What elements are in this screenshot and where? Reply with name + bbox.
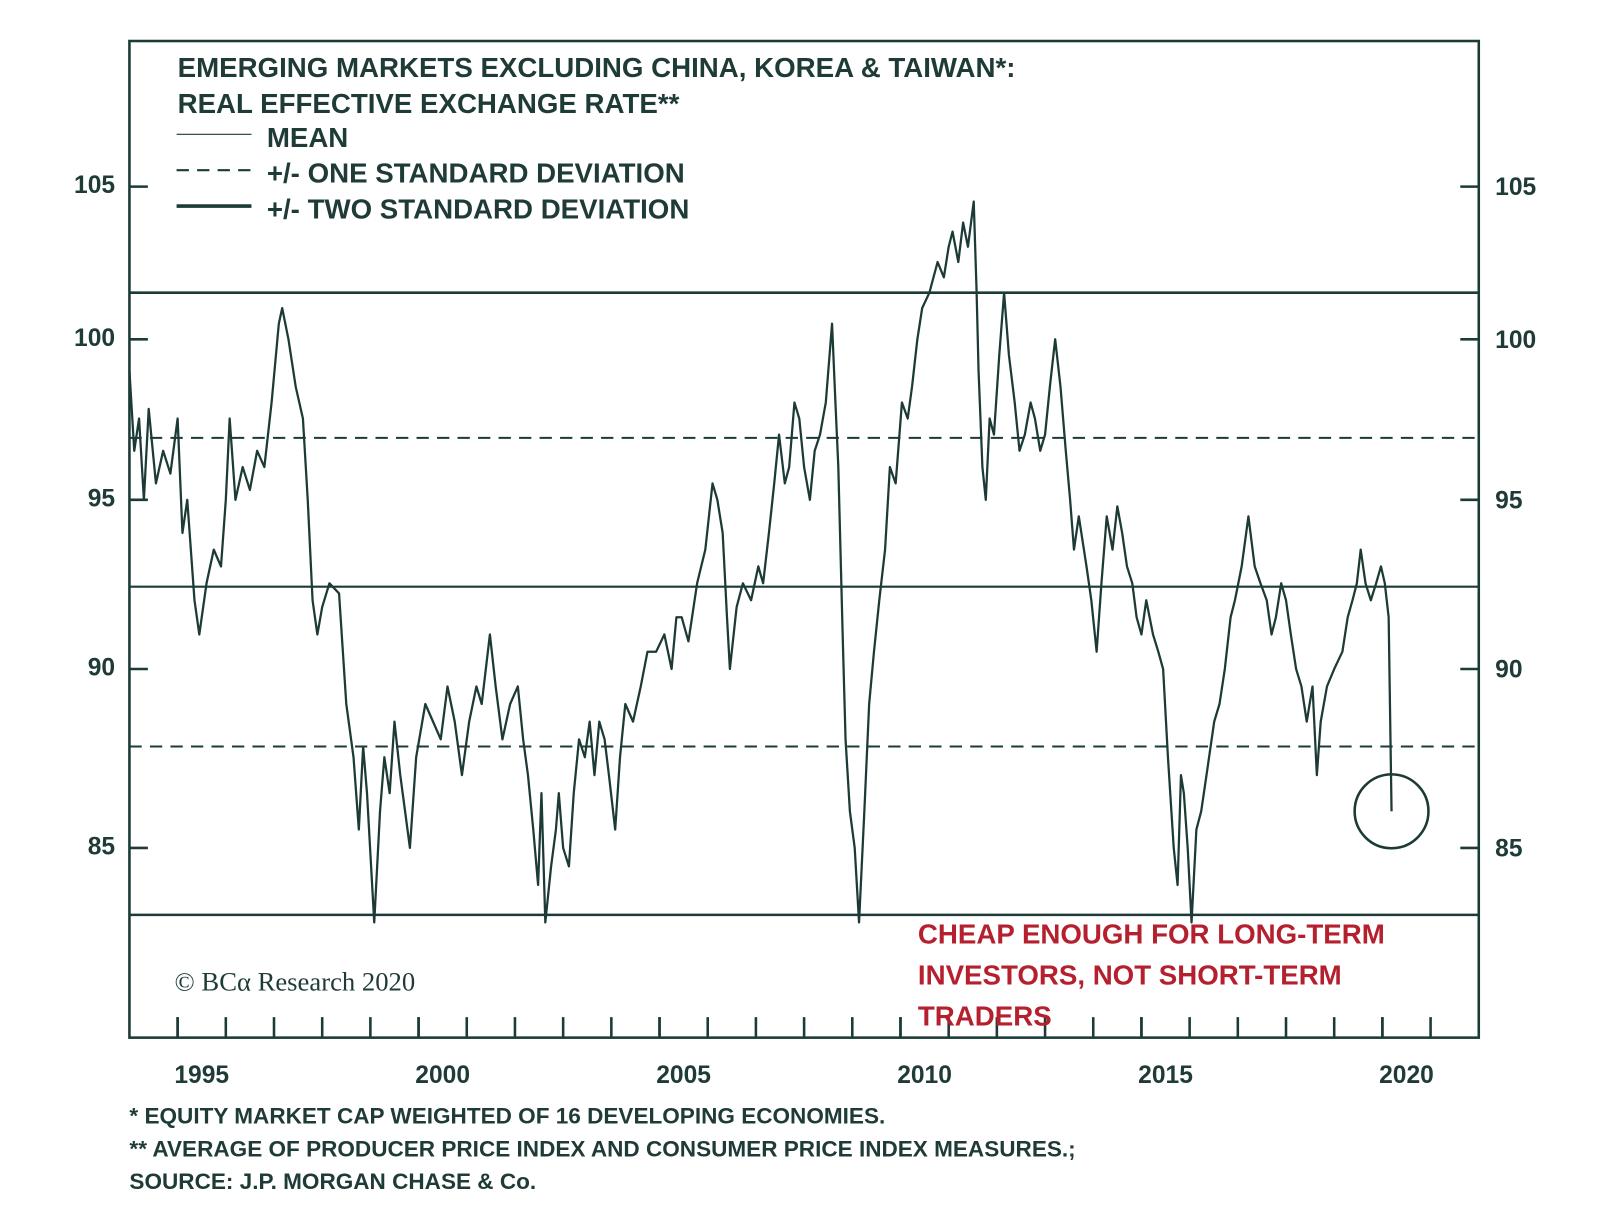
highlight-circle	[1353, 773, 1430, 850]
x-tick-label: 2010	[897, 1062, 952, 1089]
y-tick-label: 95	[88, 485, 115, 512]
y-tick-label: 100	[74, 325, 115, 352]
data-line	[128, 200, 1393, 924]
footnote: ** AVERAGE OF PRODUCER PRICE INDEX AND C…	[129, 1136, 1075, 1161]
legend-label: MEAN	[267, 122, 348, 153]
x-tick-label: 1995	[174, 1062, 229, 1089]
legend-label: +/- ONE STANDARD DEVIATION	[267, 158, 685, 189]
legend-label: +/- TWO STANDARD DEVIATION	[267, 194, 690, 225]
y2-tick-label: 85	[1495, 835, 1522, 862]
copyright: © BCα Research 2020	[175, 966, 416, 996]
annotation: INVESTORS, NOT SHORT-TERM	[918, 959, 1342, 990]
annotation: TRADERS	[918, 1000, 1052, 1031]
y2-tick-label: 100	[1495, 327, 1536, 354]
x-tick-label: 2000	[415, 1062, 470, 1089]
x-tick-label: 2005	[656, 1062, 711, 1089]
y2-tick-label: 90	[1495, 657, 1522, 684]
footnote: SOURCE: J.P. MORGAN CHASE & Co.	[129, 1169, 536, 1194]
annotation: CHEAP ENOUGH FOR LONG-TERM	[918, 918, 1385, 949]
chart-title: REAL EFFECTIVE EXCHANGE RATE**	[178, 88, 680, 119]
y-tick-label: 105	[74, 172, 115, 199]
footnote: * EQUITY MARKET CAP WEIGHTED OF 16 DEVEL…	[129, 1104, 885, 1129]
y-tick-label: 85	[88, 833, 115, 860]
plot-frame	[128, 39, 1481, 1039]
y2-tick-label: 105	[1495, 174, 1536, 201]
x-tick-label: 2020	[1379, 1062, 1434, 1089]
chart-title: EMERGING MARKETS EXCLUDING CHINA, KOREA …	[178, 52, 1016, 83]
y2-tick-label: 95	[1495, 487, 1522, 514]
y-tick-label: 90	[88, 655, 115, 682]
x-tick-label: 2015	[1138, 1062, 1193, 1089]
